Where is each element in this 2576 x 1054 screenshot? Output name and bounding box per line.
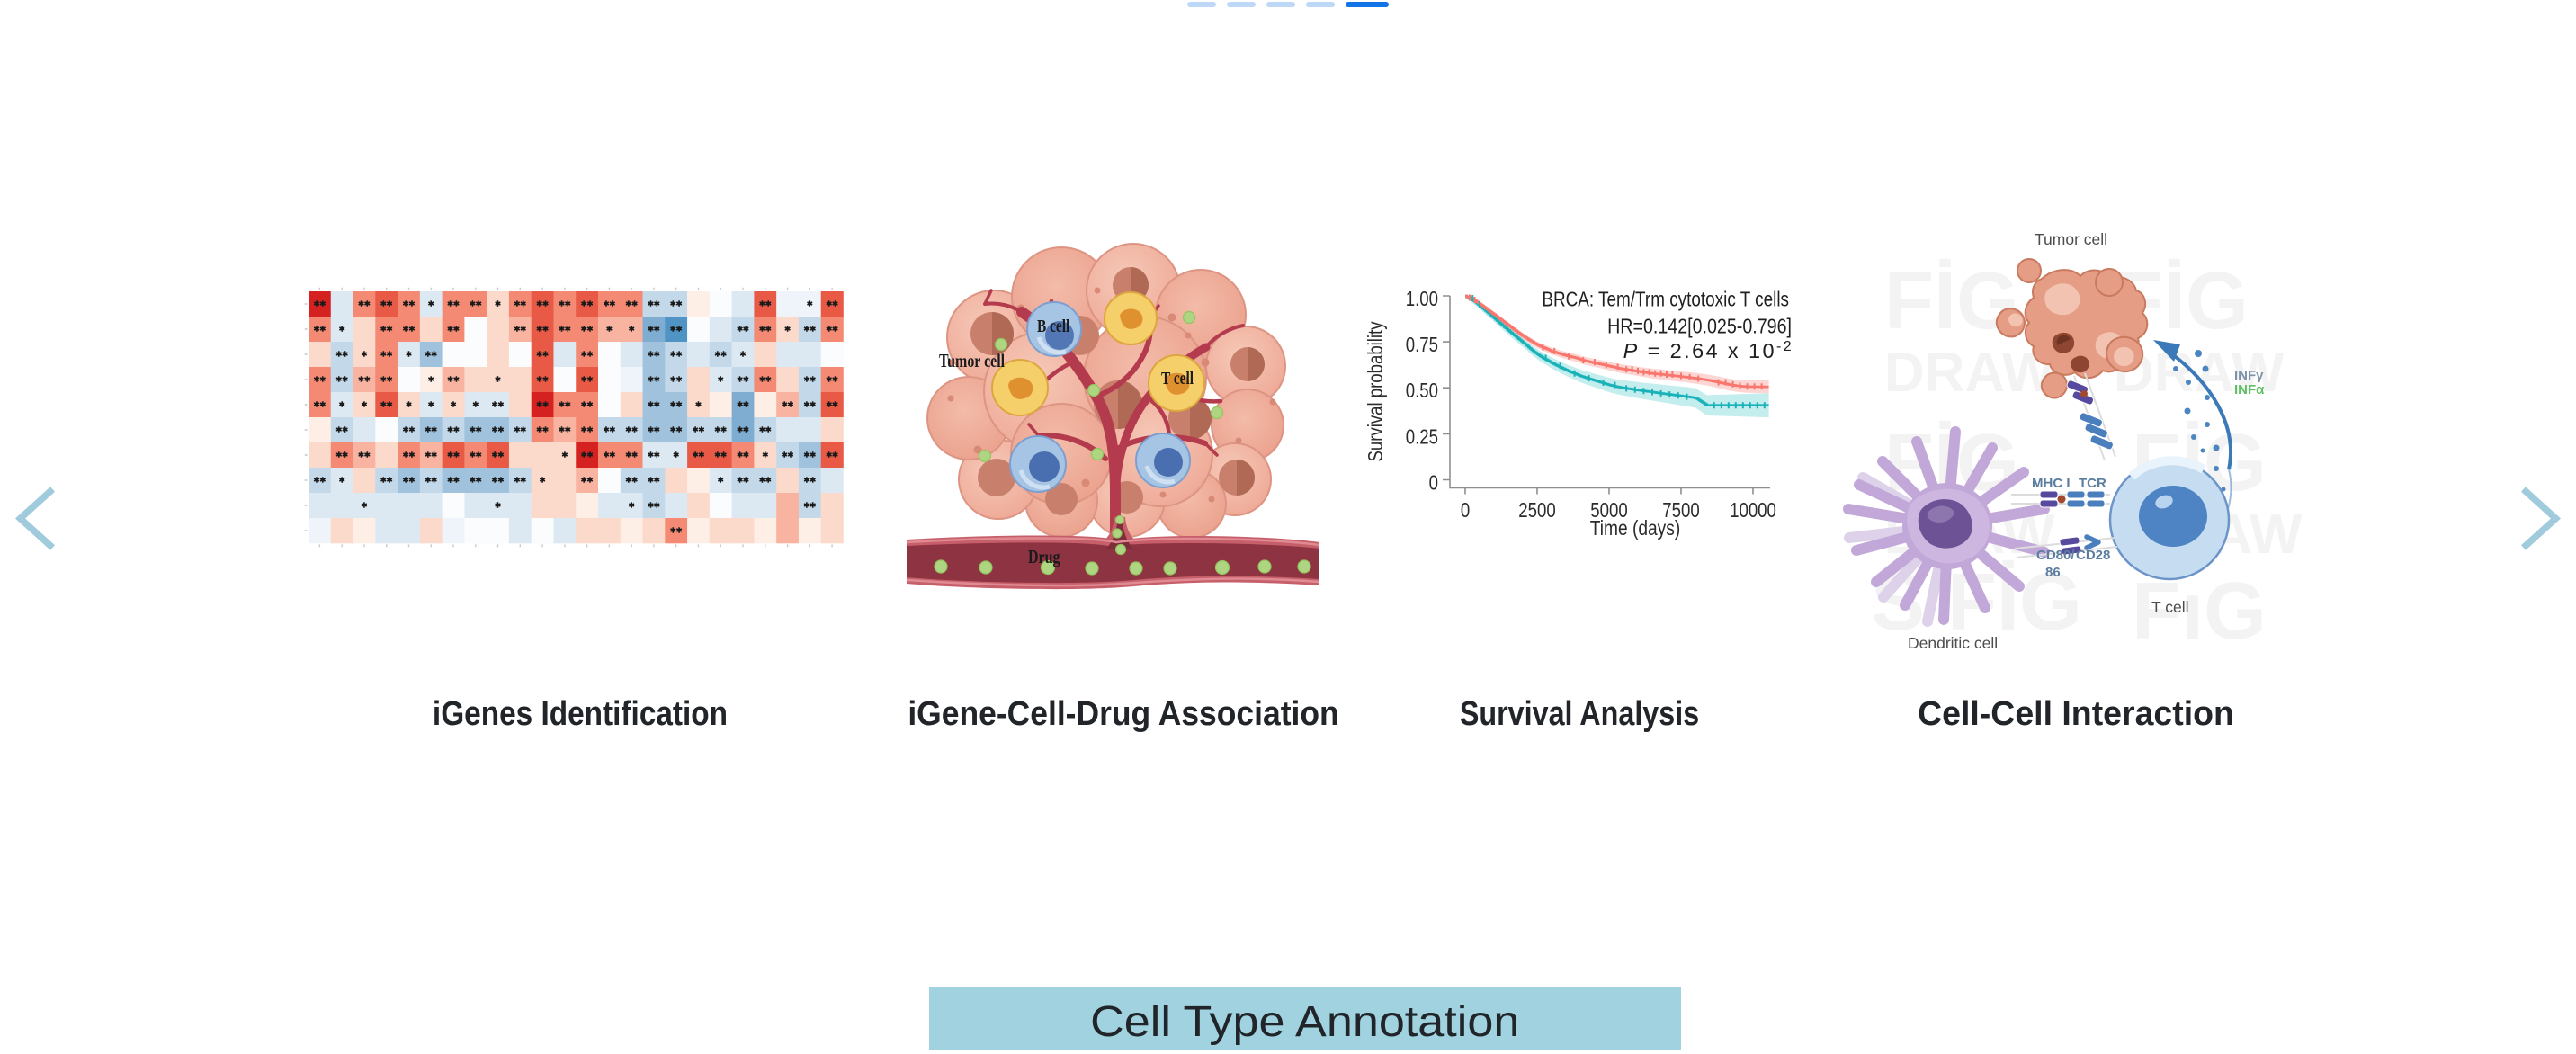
svg-text:FıG: FıG <box>2132 567 2267 657</box>
svg-text:0.75: 0.75 <box>1406 334 1438 356</box>
svg-text:P = 2.64 x 10-2: P = 2.64 x 10-2 <box>1623 339 1793 362</box>
svg-text:0.50: 0.50 <box>1406 380 1438 402</box>
svg-text:TCR: TCR <box>2079 476 2106 491</box>
svg-text:INFα: INFα <box>2234 382 2265 397</box>
svg-text:7500: 7500 <box>1662 499 1699 522</box>
svg-text:10000: 10000 <box>1730 499 1776 522</box>
svg-text:86: 86 <box>2045 565 2061 580</box>
svg-text:T cell: T cell <box>1161 368 1194 388</box>
svg-text:T cell: T cell <box>2151 598 2189 616</box>
svg-text:FİG: FİG <box>1884 256 2019 346</box>
svg-text:Dendritic cell: Dendritic cell <box>1908 634 1998 652</box>
svg-text:Tumor cell: Tumor cell <box>2035 230 2107 248</box>
svg-text:1.00: 1.00 <box>1406 288 1438 310</box>
svg-text:Tumor cell: Tumor cell <box>939 351 1005 372</box>
svg-text:BRCA: Tem/Trm cytotoxic T cell: BRCA: Tem/Trm cytotoxic T cells <box>1542 288 1789 311</box>
svg-text:5000: 5000 <box>1590 499 1627 522</box>
svg-text:HR=0.142[0.025-0.796]: HR=0.142[0.025-0.796] <box>1607 314 1792 338</box>
svg-text:0: 0 <box>1429 472 1438 495</box>
svg-text:B cell: B cell <box>1037 316 1069 335</box>
svg-text:0.25: 0.25 <box>1406 426 1438 449</box>
svg-text:Drug: Drug <box>1028 547 1060 568</box>
svg-text:CD28: CD28 <box>2076 548 2110 563</box>
svg-text:DRAW: DRAW <box>1884 342 2055 404</box>
svg-text:Time (days): Time (days) <box>1590 517 1680 540</box>
svg-text:MHC I: MHC I <box>2032 476 2071 491</box>
svg-text:INFγ: INFγ <box>2234 368 2264 383</box>
svg-text:CD80/: CD80/ <box>2036 548 2075 563</box>
svg-text:0: 0 <box>1461 499 1470 522</box>
svg-text:2500: 2500 <box>1518 499 1555 522</box>
svg-text:Survival probability: Survival probability <box>1364 321 1387 462</box>
